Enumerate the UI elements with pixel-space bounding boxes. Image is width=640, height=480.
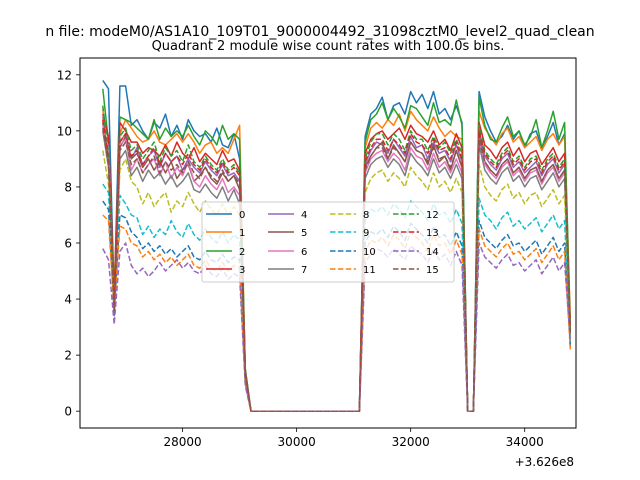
y-tick-label: 2	[64, 349, 72, 363]
x-tick-label: 32000	[392, 435, 430, 449]
y-tick-label: 0	[64, 405, 72, 419]
legend-label-13: 13	[426, 228, 439, 239]
series-line-14	[102, 242, 572, 412]
legend-label-2: 2	[239, 247, 245, 258]
y-tick-label: 6	[64, 237, 72, 251]
legend-label-1: 1	[239, 228, 245, 239]
legend-label-10: 10	[363, 247, 376, 258]
x-tick-label: 28000	[164, 435, 202, 449]
legend-label-0: 0	[239, 210, 245, 221]
x-axis-ticks: 28000 30000 32000 34000	[164, 428, 544, 449]
legend-label-12: 12	[426, 210, 439, 221]
y-tick-label: 12	[57, 68, 72, 82]
legend-label-7: 7	[301, 265, 307, 276]
series-line-12	[102, 105, 572, 412]
chart-title: Quadrant 2 module wise count rates with …	[152, 39, 505, 54]
y-tick-label: 4	[64, 293, 72, 307]
legend-label-8: 8	[363, 210, 369, 221]
x-tick-label: 34000	[506, 435, 544, 449]
legend-label-3: 3	[239, 265, 245, 276]
series-lines	[102, 79, 572, 412]
legend-box	[201, 201, 455, 283]
series-line-13	[102, 119, 572, 412]
y-tick-label: 10	[57, 124, 72, 138]
series-line-15	[102, 127, 572, 412]
legend-label-6: 6	[301, 247, 307, 258]
legend-label-9: 9	[363, 228, 369, 239]
x-offset-label: +3.626e8	[515, 455, 574, 469]
legend-label-14: 14	[426, 247, 439, 258]
legend-label-11: 11	[363, 265, 376, 276]
x-tick-label: 30000	[278, 435, 316, 449]
y-axis-ticks: 0 2 4 6 8 10 12	[57, 68, 80, 419]
figure-suptitle: n file: modeM0/AS1A10_109T01_9000004492_…	[45, 24, 594, 40]
legend-label-15: 15	[426, 265, 439, 276]
legend-label-5: 5	[301, 228, 307, 239]
y-tick-label: 8	[64, 180, 72, 194]
legend-label-4: 4	[301, 210, 307, 221]
